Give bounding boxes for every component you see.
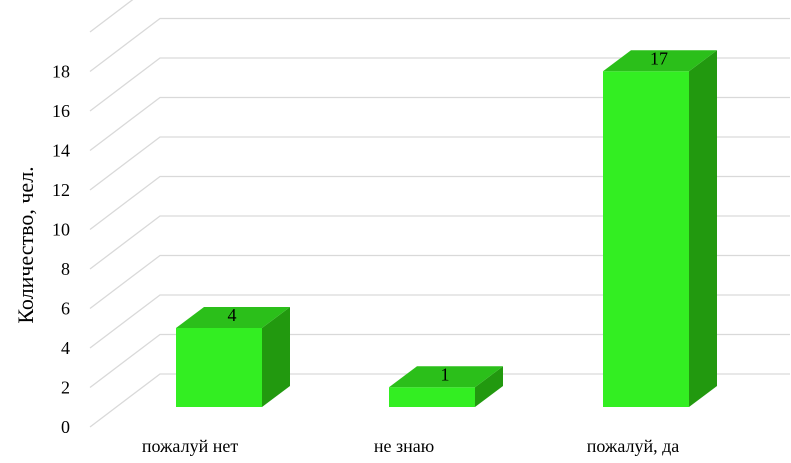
bar-front-face [176,328,262,407]
bar-front-face [389,387,475,407]
y-tick-label: 12 [52,180,70,200]
y-tick-label: 10 [52,220,70,240]
y-tick-label: 8 [61,259,70,279]
y-tick-label: 0 [61,417,70,437]
y-tick-label: 18 [52,62,70,82]
gridline [89,17,790,73]
bar-side-face [689,50,717,407]
bar-top-face [603,50,717,72]
gridline [89,57,790,112]
bar-value-label: 17 [650,48,668,68]
bar-top-face [176,307,290,328]
x-category-label: пожалуй нет [142,436,239,456]
y-tick-label: 4 [61,338,70,358]
y-axis-ticks: 0 2 4 6 8 10 12 14 16 18 [52,62,70,438]
gridline [89,373,790,428]
bar [176,307,290,407]
y-axis-title: Количество, чел. [13,166,38,323]
y-tick-label: 14 [52,141,70,161]
gridlines [89,0,790,428]
gridline [89,96,790,152]
bar-side-face [262,307,290,407]
x-category-label: не знаю [374,436,434,456]
data-labels: 4 1 17 [228,48,669,384]
bars [176,50,717,407]
x-category-label: пожалуй, да [587,436,680,456]
bar-front-face [603,71,689,407]
gridline [89,294,790,349]
x-axis-categories: пожалуй нет не знаю пожалуй, да [142,436,679,456]
gridline [89,136,790,191]
gridline [89,0,134,33]
bar-side-face [475,366,503,407]
y-tick-label: 16 [52,101,70,121]
gridline [89,254,790,310]
bar-value-label: 1 [441,364,450,384]
gridline [89,175,790,231]
gridline [89,215,790,270]
gridline [89,333,790,389]
bar [603,50,717,407]
bar-value-label: 4 [228,305,237,325]
y-tick-label: 2 [61,378,70,398]
bar-top-face [389,366,503,388]
y-tick-label: 6 [61,299,70,319]
bar [389,366,503,407]
